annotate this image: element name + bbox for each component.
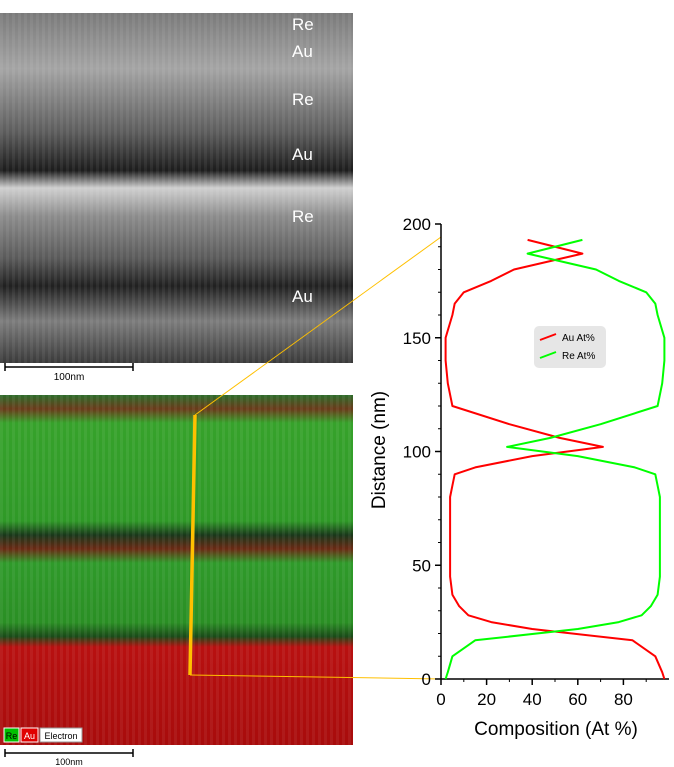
legend-re-swatch bbox=[539, 351, 557, 359]
legend-au-label: Au At% bbox=[562, 333, 595, 344]
eds-scale-bar: 100nm bbox=[4, 749, 134, 767]
eds-map-panel: Re Au Electron 100nm bbox=[0, 395, 353, 767]
y-tick-label-50: 50 bbox=[412, 556, 431, 575]
x-tick-label-60: 60 bbox=[568, 690, 587, 709]
eds-scale-bar-label: 100nm bbox=[55, 757, 83, 767]
sem-scale-bar: 100nm bbox=[4, 363, 134, 383]
eds-legend-electron: Electron bbox=[44, 731, 77, 741]
sem-layer-label-4: Re bbox=[292, 207, 314, 226]
x-tick-label-40: 40 bbox=[523, 690, 542, 709]
y-tick-label-0: 0 bbox=[422, 670, 431, 689]
y-tick-label-200: 200 bbox=[403, 215, 431, 234]
sem-layer-label-5: Au bbox=[292, 287, 313, 306]
sem-layer-label-0: Re bbox=[292, 15, 314, 34]
sem-layer-label-3: Au bbox=[292, 145, 313, 164]
eds-legend-au: Au bbox=[24, 731, 35, 741]
connector-bottom bbox=[189, 674, 442, 680]
line-scan-path bbox=[188, 414, 197, 676]
chart-legend: Au At% Re At% bbox=[534, 326, 606, 368]
x-axis-label: Composition (At %) bbox=[474, 719, 638, 740]
series-line-re bbox=[444, 238, 666, 680]
x-tick-label-20: 20 bbox=[477, 690, 496, 709]
connector-top bbox=[194, 236, 442, 416]
sem-image-panel: Re Au Re Au Re Au 100nm bbox=[0, 13, 353, 383]
eds-legend-re: Re bbox=[6, 731, 18, 741]
y-tick-label-100: 100 bbox=[403, 443, 431, 462]
x-tick-label-80: 80 bbox=[614, 690, 633, 709]
sem-layer-label-1: Au bbox=[292, 42, 313, 61]
x-tick-label-0: 0 bbox=[436, 690, 445, 709]
sem-scale-bar-label: 100nm bbox=[54, 372, 85, 383]
composition-chart: 0 50 100 150 200 0 20 40 60 80 Composition (At %)… bbox=[369, 215, 669, 740]
legend-re-label: Re At% bbox=[562, 351, 595, 362]
y-axis-label: Distance (nm) bbox=[369, 391, 390, 509]
legend-au-swatch bbox=[539, 333, 557, 341]
y-tick-label-150: 150 bbox=[403, 329, 431, 348]
sem-layer-label-2: Re bbox=[292, 90, 314, 109]
series-line-au bbox=[444, 238, 666, 680]
eds-legend: Re Au Electron bbox=[3, 727, 83, 743]
